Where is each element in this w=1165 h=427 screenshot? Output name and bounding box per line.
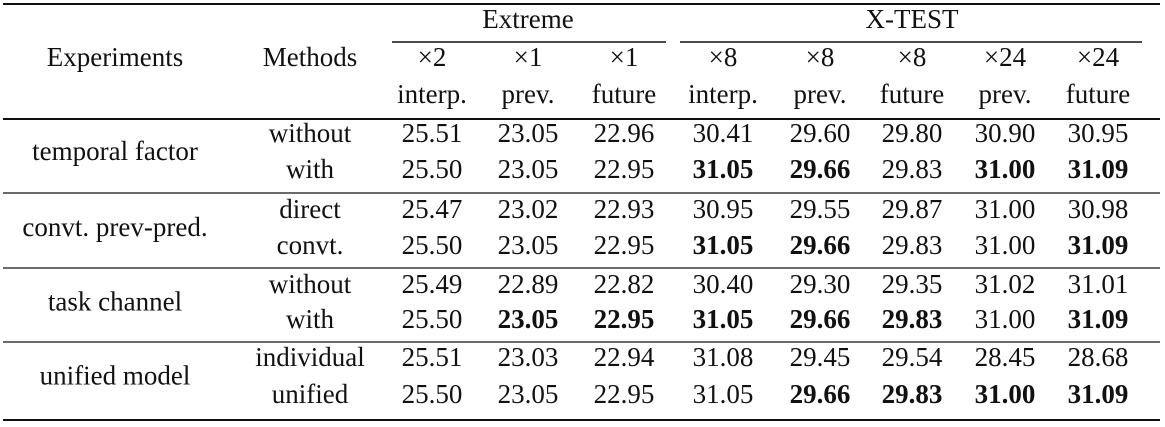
value-cell: 30.40: [693, 269, 754, 299]
group-header: Extreme: [482, 4, 573, 34]
factor-header: ×8: [898, 42, 927, 72]
value-cell: 29.66: [790, 154, 851, 184]
target-header: future: [1066, 79, 1130, 109]
value-cell: 23.05: [498, 230, 559, 260]
experiment-cell: temporal factor: [32, 136, 198, 166]
value-cell: 25.50: [402, 154, 463, 184]
value-cell: 31.00: [975, 194, 1036, 224]
value-cell: 29.66: [790, 379, 851, 409]
method-cell: individual: [255, 342, 365, 372]
value-cell: 29.83: [882, 230, 943, 260]
value-cell: 23.02: [498, 194, 559, 224]
value-cell: 22.93: [594, 194, 655, 224]
header-cell: Experiments: [47, 42, 183, 72]
value-cell: 22.95: [594, 379, 655, 409]
value-cell: 25.50: [402, 230, 463, 260]
value-cell: 29.83: [882, 304, 943, 334]
value-cell: 25.50: [402, 304, 463, 334]
value-cell: 31.00: [975, 379, 1036, 409]
factor-header: ×24: [1077, 42, 1120, 72]
experiment-cell: unified model: [40, 361, 191, 391]
value-cell: 25.47: [402, 194, 463, 224]
value-cell: 31.05: [693, 230, 754, 260]
value-cell: 23.05: [498, 118, 559, 148]
method-cell: convt.: [277, 230, 344, 260]
value-cell: 31.00: [975, 230, 1036, 260]
value-cell: 29.66: [790, 304, 851, 334]
factor-header: ×8: [709, 42, 738, 72]
value-cell: 29.80: [882, 118, 943, 148]
value-cell: 31.00: [975, 304, 1036, 334]
value-cell: 29.83: [882, 379, 943, 409]
value-cell: 22.94: [594, 342, 655, 372]
target-header: interp.: [688, 79, 758, 109]
header-cell: Methods: [263, 42, 358, 72]
value-cell: 30.98: [1068, 194, 1129, 224]
method-cell: without: [269, 269, 352, 299]
target-header: prev.: [794, 79, 847, 109]
value-cell: 29.66: [790, 230, 851, 260]
value-cell: 31.09: [1068, 379, 1129, 409]
value-cell: 31.09: [1068, 154, 1129, 184]
value-cell: 29.83: [882, 154, 943, 184]
value-cell: 31.02: [975, 269, 1036, 299]
value-cell: 28.68: [1068, 342, 1129, 372]
value-cell: 29.54: [882, 342, 943, 372]
value-cell: 30.95: [1068, 118, 1129, 148]
value-cell: 31.05: [693, 379, 754, 409]
value-cell: 31.08: [693, 342, 754, 372]
value-cell: 25.49: [402, 269, 463, 299]
value-cell: 23.05: [498, 304, 559, 334]
value-cell: 29.45: [790, 342, 851, 372]
target-header: future: [880, 79, 944, 109]
factor-header: ×8: [806, 42, 835, 72]
value-cell: 23.05: [498, 154, 559, 184]
target-header: future: [592, 79, 656, 109]
value-cell: 25.51: [402, 342, 463, 372]
value-cell: 22.95: [594, 230, 655, 260]
value-cell: 29.87: [882, 194, 943, 224]
method-cell: with: [286, 154, 335, 184]
factor-header: ×1: [514, 42, 543, 72]
value-cell: 22.89: [498, 269, 559, 299]
target-header: prev.: [502, 79, 555, 109]
target-header: prev.: [979, 79, 1032, 109]
value-cell: 28.45: [975, 342, 1036, 372]
value-cell: 25.51: [402, 118, 463, 148]
value-cell: 22.95: [594, 154, 655, 184]
method-cell: unified: [272, 379, 349, 409]
group-header: X-TEST: [866, 4, 959, 34]
target-header: interp.: [397, 79, 467, 109]
value-cell: 23.03: [498, 342, 559, 372]
value-cell: 30.95: [693, 194, 754, 224]
experiment-cell: task channel: [48, 287, 182, 317]
value-cell: 31.00: [975, 154, 1036, 184]
value-cell: 31.05: [693, 154, 754, 184]
experiment-cell: convt. prev-pred.: [22, 212, 207, 242]
value-cell: 30.41: [693, 118, 754, 148]
value-cell: 22.95: [594, 304, 655, 334]
value-cell: 31.05: [693, 304, 754, 334]
method-cell: with: [286, 304, 335, 334]
value-cell: 31.09: [1068, 304, 1129, 334]
value-cell: 31.09: [1068, 230, 1129, 260]
value-cell: 23.05: [498, 379, 559, 409]
value-cell: 25.50: [402, 379, 463, 409]
value-cell: 31.01: [1068, 269, 1129, 299]
factor-header: ×2: [418, 42, 447, 72]
method-cell: without: [269, 118, 352, 148]
value-cell: 29.60: [790, 118, 851, 148]
value-cell: 22.96: [594, 118, 655, 148]
factor-header: ×24: [984, 42, 1027, 72]
value-cell: 29.35: [882, 269, 943, 299]
value-cell: 22.82: [594, 269, 655, 299]
value-cell: 29.55: [790, 194, 851, 224]
value-cell: 30.90: [975, 118, 1036, 148]
factor-header: ×1: [610, 42, 639, 72]
method-cell: direct: [279, 194, 341, 224]
value-cell: 29.30: [790, 269, 851, 299]
